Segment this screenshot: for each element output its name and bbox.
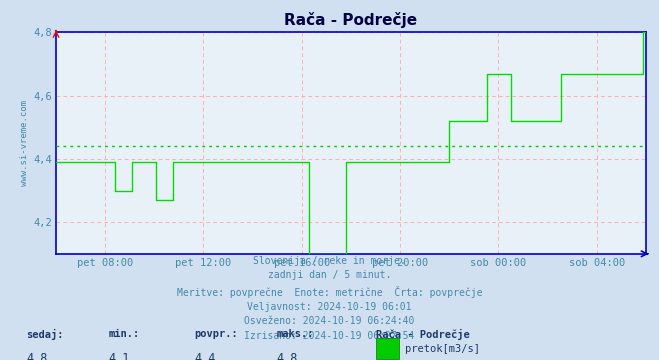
Text: povpr.:: povpr.: [194, 329, 238, 339]
Text: Slovenija / reke in morje.
zadnji dan / 5 minut.
Meritve: povprečne  Enote: metr: Slovenija / reke in morje. zadnji dan / … [177, 256, 482, 341]
Text: 4,1: 4,1 [109, 352, 130, 360]
Bar [376, 338, 399, 359]
Title: Rača - Podrečje: Rača - Podrečje [284, 13, 418, 28]
Text: min.:: min.: [109, 329, 140, 339]
Text: 4,8: 4,8 [277, 352, 298, 360]
Text: 4,4: 4,4 [194, 352, 215, 360]
Text: maks.:: maks.: [277, 329, 314, 339]
Text: sedaj:: sedaj: [26, 329, 64, 340]
Text: Rača - Podrečje: Rača - Podrečje [376, 329, 469, 340]
Y-axis label: www.si-vreme.com: www.si-vreme.com [20, 100, 29, 186]
Text: 4,8: 4,8 [26, 352, 47, 360]
Text: pretok[m3/s]: pretok[m3/s] [405, 343, 480, 354]
